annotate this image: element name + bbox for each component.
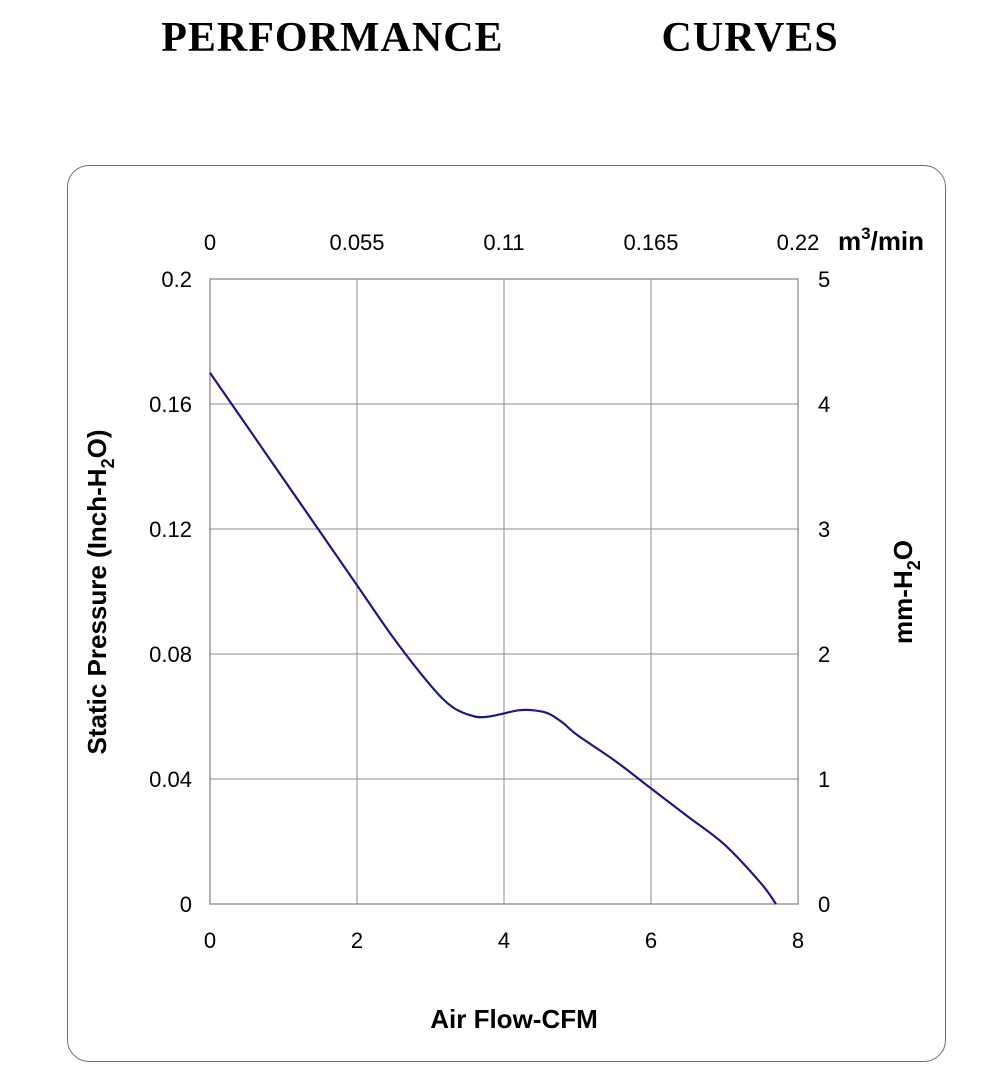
grid-lines: [210, 279, 798, 904]
x-tick-label-bottom: 8: [792, 928, 804, 953]
chart-frame: [67, 165, 946, 1062]
x-tick-label-top: 0.22: [777, 230, 820, 255]
y-tick-label-left: 0.2: [161, 267, 192, 292]
x-ticks-top: 0 0.055 0.11 0.165 0.22: [204, 230, 820, 255]
y-tick-label-right: 4: [818, 392, 830, 417]
y-tick-label-left: 0.16: [149, 392, 192, 417]
y-axis-title-right: mm-H2O: [888, 540, 924, 644]
y-tick-label-right: 5: [818, 267, 830, 292]
page-title: PERFORMANCE CURVES: [161, 15, 839, 61]
y-tick-label-right: 3: [818, 517, 830, 542]
x-tick-label-bottom: 6: [645, 928, 657, 953]
x-tick-label-top: 0.165: [623, 230, 678, 255]
x-tick-label-bottom: 2: [351, 928, 363, 953]
x-tick-label-top: 0.11: [483, 230, 524, 255]
y-tick-label-left: 0.08: [149, 642, 192, 667]
y-tick-label-left: 0: [180, 892, 192, 917]
x-tick-label-bottom: 0: [204, 928, 216, 953]
y-tick-label-right: 1: [818, 767, 830, 792]
x-ticks-bottom: 0 2 4 6 8: [204, 928, 804, 953]
x-tick-label-bottom: 4: [498, 928, 510, 953]
y-tick-label-left: 0.12: [149, 517, 192, 542]
series-line: [209, 372, 777, 905]
y-tick-label-right: 0: [818, 892, 830, 917]
series-group: [209, 372, 777, 905]
x-tick-label-top: 0.055: [329, 230, 384, 255]
x-top-axis-unit: m3/min: [838, 224, 924, 256]
plot-area-border: [209, 278, 799, 905]
y-ticks-left: 0 0.04 0.08 0.12 0.16 0.2: [149, 267, 192, 917]
y-axis-title-left: Static Pressure (Inch-H2O): [82, 430, 118, 755]
y-ticks-right: 0 1 2 3 4 5: [818, 267, 830, 917]
x-tick-label-top: 0: [204, 230, 216, 255]
y-tick-label-left: 0.04: [149, 767, 192, 792]
y-tick-label-right: 2: [818, 642, 830, 667]
x-axis-title: Air Flow-CFM: [430, 1004, 598, 1034]
